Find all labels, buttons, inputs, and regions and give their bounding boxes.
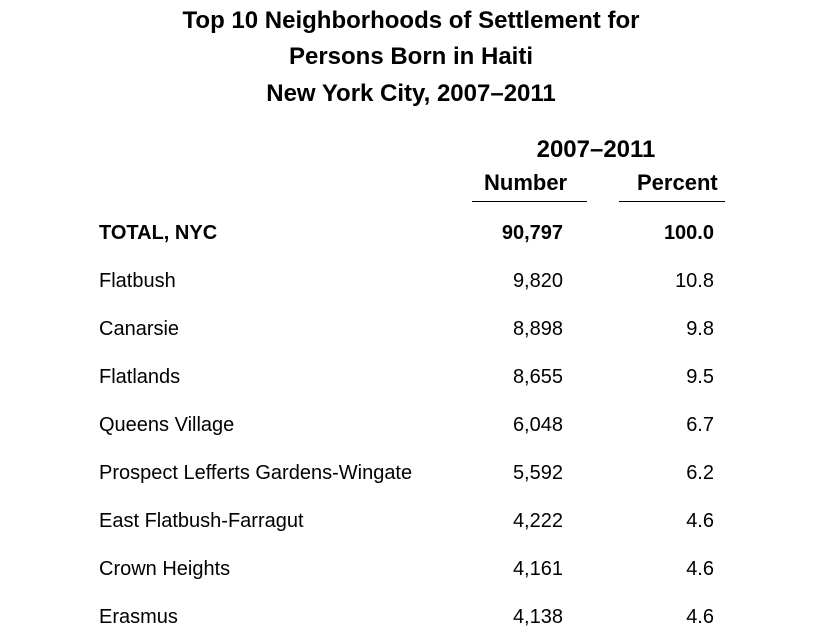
- row-name: Queens Village: [99, 414, 235, 436]
- table-row: Flatbush 9,820 10.8: [0, 266, 822, 296]
- row-name: Flatlands: [99, 366, 181, 388]
- row-percent: 6.7: [686, 414, 714, 436]
- row-percent: 100.0: [663, 222, 714, 244]
- table-row: Prospect Lefferts Gardens-Wingate 5,592 …: [0, 458, 822, 488]
- table-row: Flatlands 8,655 9.5: [0, 362, 822, 392]
- table-row: Queens Village 6,048 6.7: [0, 410, 822, 440]
- row-name: Flatbush: [99, 270, 176, 292]
- row-number: 8,898: [512, 318, 563, 340]
- row-number: 4,138: [512, 606, 563, 628]
- row-number: 90,797: [501, 222, 563, 244]
- percent-header-rule: [619, 201, 725, 202]
- row-percent: 4.6: [686, 606, 714, 628]
- table-row: Crown Heights 4,161 4.6: [0, 554, 822, 584]
- row-percent: 9.5: [686, 366, 714, 388]
- title-line-3: New York City, 2007–2011: [266, 80, 556, 107]
- table-row: Erasmus 4,138 4.6: [0, 602, 822, 632]
- row-name: Erasmus: [99, 606, 178, 628]
- row-name: Prospect Lefferts Gardens-Wingate: [99, 462, 413, 484]
- row-percent: 9.8: [686, 318, 714, 340]
- row-number: 5,592: [512, 462, 563, 484]
- percent-column-header: Percent: [637, 170, 718, 195]
- table-row: East Flatbush-Farragut 4,222 4.6: [0, 506, 822, 536]
- row-percent: 6.2: [686, 462, 714, 484]
- table-row: Canarsie 8,898 9.8: [0, 314, 822, 344]
- period-header: 2007–2011: [536, 136, 656, 163]
- title-line-2: Persons Born in Haiti: [288, 43, 534, 70]
- row-number: 4,161: [512, 558, 563, 580]
- row-percent: 4.6: [686, 558, 714, 580]
- row-percent: 10.8: [675, 270, 714, 292]
- row-number: 8,655: [512, 366, 563, 388]
- number-column-header: Number: [484, 170, 568, 195]
- row-name: East Flatbush-Farragut: [99, 510, 304, 532]
- row-name: Canarsie: [99, 318, 180, 340]
- row-number: 9,820: [512, 270, 563, 292]
- row-name: TOTAL, NYC: [99, 222, 218, 244]
- row-percent: 4.6: [686, 510, 714, 532]
- total-row: TOTAL, NYC 90,797 100.0: [0, 218, 822, 248]
- row-number: 6,048: [512, 414, 563, 436]
- number-header-rule: [472, 201, 587, 202]
- row-name: Crown Heights: [99, 558, 231, 580]
- row-number: 4,222: [512, 510, 563, 532]
- title-line-1: Top 10 Neighborhoods of Settlement for: [182, 7, 640, 34]
